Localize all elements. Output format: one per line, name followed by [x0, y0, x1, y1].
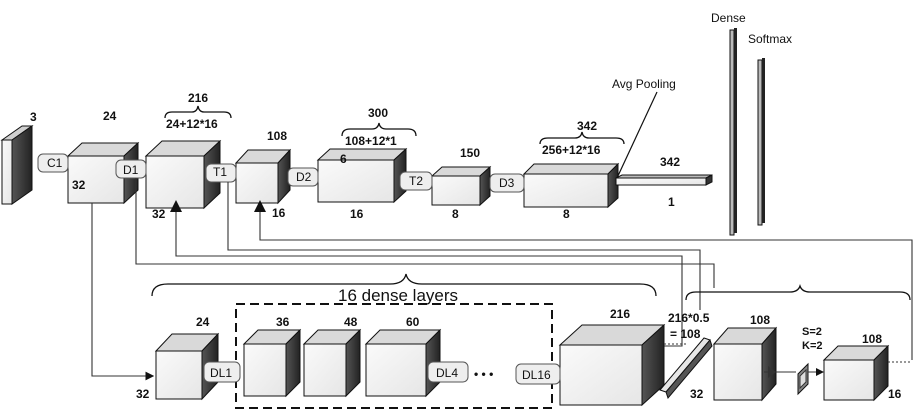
dense-label: Dense [711, 11, 746, 25]
t2-label: T2 [409, 174, 423, 188]
input-depth-label: 3 [30, 110, 37, 124]
block3-formula-label: 256+12*16 [542, 143, 601, 157]
compress-line2-label: = 108 [670, 327, 701, 341]
bottom-input-side-label: 32 [136, 387, 150, 401]
block3-total-label: 342 [577, 119, 597, 133]
t2-connector [399, 171, 433, 191]
block2-brace [341, 122, 417, 137]
conv-depth-label: 108 [750, 313, 770, 327]
block1-side-label: 32 [152, 207, 166, 221]
d1-connector [115, 159, 147, 179]
pool-depth-bottom-label: 108 [862, 332, 882, 346]
avg-pooling-label: Avg Pooling [612, 77, 676, 91]
conv1-cube [66, 141, 140, 205]
d2-label: D2 [296, 170, 312, 184]
d1-label: D1 [123, 163, 139, 177]
kernel-label: K=2 [802, 340, 823, 352]
block2-total-label: 300 [368, 106, 388, 120]
layer2-depth-label: 48 [344, 315, 358, 329]
t2-side-label: 8 [452, 207, 459, 221]
dense-layer3-cube [364, 328, 442, 398]
dense-layer1-cube [242, 328, 302, 398]
input-slab [0, 125, 34, 205]
pool-side-label: 1 [668, 195, 675, 209]
block2-side-label: 16 [350, 207, 364, 221]
c1-label: C1 [47, 156, 63, 170]
layer3-depth-label: 60 [406, 315, 420, 329]
block1-brace [164, 105, 232, 119]
transition-conv-cube [712, 326, 778, 402]
t1-depth-label: 108 [267, 129, 287, 143]
block-out-return-line [171, 200, 683, 347]
layer1-depth-label: 36 [276, 315, 290, 329]
dl1-label: DL1 [210, 366, 232, 380]
d2-connector [287, 167, 319, 187]
avg-pool-leader [616, 91, 658, 179]
d3-connector [489, 173, 525, 193]
d1-route-line [135, 178, 715, 288]
block1-formula-label: 24+12*16 [166, 117, 218, 131]
conv-side-label: 32 [690, 387, 704, 401]
softmax-bar [757, 58, 765, 226]
bottom-input-depth-label: 24 [196, 315, 210, 329]
conv1-depth-label: 24 [103, 109, 117, 123]
pool-kernel [797, 362, 809, 396]
block2-formula-label: 108+12*1 [345, 134, 397, 148]
conv1-side-label: 32 [72, 178, 86, 192]
transition1-cube [234, 148, 292, 205]
transition2-slab [430, 165, 492, 207]
t1-side-label: 16 [272, 206, 286, 220]
block3-side-label: 8 [563, 207, 570, 221]
dense-block2-slab [316, 147, 408, 204]
block3-brace [539, 131, 625, 145]
dense-layer2-cube [302, 328, 362, 398]
t1-route-line [227, 182, 701, 310]
t1-connector [205, 163, 237, 183]
t1-arrowhead [254, 200, 266, 212]
pool-side-bottom-label: 16 [888, 387, 902, 401]
dense-bar [729, 28, 737, 236]
conv1-to-block-line [91, 203, 155, 381]
block-output-cube [558, 323, 666, 407]
dl4-connector [427, 361, 469, 383]
transition-brace [685, 283, 911, 301]
dense-layers-frame [235, 303, 553, 409]
dl4-label: DL4 [436, 366, 458, 380]
compress-bar [659, 337, 713, 400]
block1-total-label: 216 [188, 91, 208, 105]
dl16-label: DL16 [522, 368, 551, 382]
softmax-label: Softmax [748, 32, 792, 46]
c1-connector [37, 153, 69, 173]
avg-pool-bar [615, 174, 713, 186]
bottom-input-cube [154, 332, 220, 401]
block1-arrowhead [170, 200, 182, 212]
block-output-depth-label: 216 [610, 307, 630, 321]
block2-inner-label: 6 [340, 152, 347, 166]
stride-label: S=2 [802, 326, 822, 338]
ellipsis-label: • • • [474, 367, 493, 381]
dl16-connector [515, 363, 561, 385]
conv-arrowhead [768, 366, 776, 378]
dl1-connector [203, 361, 241, 383]
dense-block3-slab [522, 162, 620, 209]
transition-pool-cube [822, 344, 890, 402]
dense-layers-brace [151, 273, 657, 297]
compress-line1-label: 216*0.5 [668, 311, 710, 325]
transition-return-line [255, 202, 913, 360]
d3-label: D3 [499, 176, 515, 190]
dense-layers-title: 16 dense layers [338, 286, 458, 305]
t2-depth-label: 150 [460, 146, 480, 160]
t1-label: T1 [213, 165, 227, 179]
pool-depth-label: 342 [660, 155, 680, 169]
dense-block1-cube [144, 139, 222, 210]
